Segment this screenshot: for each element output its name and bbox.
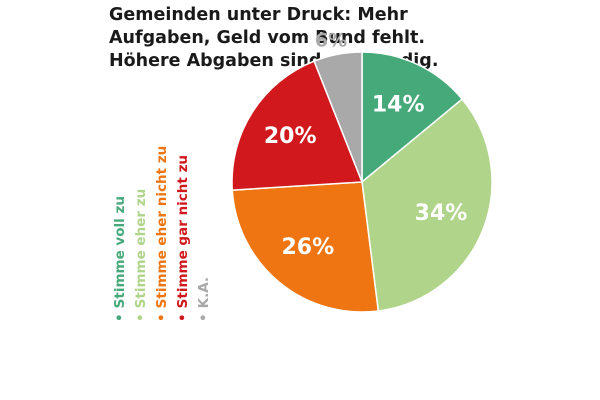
- legend-bullet-icon: •: [196, 313, 212, 322]
- legend-item-3: • Stimme gar nicht zu: [175, 155, 191, 322]
- pie-slice-3: [231, 60, 364, 191]
- legend-bullet-icon: •: [154, 313, 170, 322]
- legend-label: Stimme eher nicht zu: [154, 145, 170, 309]
- pie-value-label-1: 34%: [415, 201, 468, 226]
- legend-bullet-icon: •: [133, 313, 149, 322]
- legend-label: Stimme gar nicht zu: [175, 154, 191, 309]
- legend-bullet-icon: •: [112, 313, 128, 322]
- legend-label: K.A.: [196, 276, 212, 309]
- legend-item-1: • Stimme eher zu: [133, 189, 149, 322]
- pie-slice-1: [361, 98, 493, 312]
- pie-slice-0: [361, 51, 464, 184]
- legend-bullet-icon: •: [175, 313, 191, 322]
- pie-value-label-2: 26%: [281, 235, 334, 260]
- legend-item-0: • Stimme voll zu: [112, 196, 128, 322]
- pie-value-label-0: 14%: [372, 93, 425, 118]
- pie-value-label-3: 20%: [264, 124, 317, 149]
- legend-item-2: • Stimme eher nicht zu: [154, 146, 170, 322]
- pie-value-label-4: 6%: [315, 30, 347, 52]
- legend-label: Stimme eher zu: [133, 188, 149, 309]
- legend-label: Stimme voll zu: [112, 196, 128, 309]
- pie-slice-2: [231, 181, 380, 313]
- pie-slice-4: [313, 51, 363, 183]
- legend-item-4: • K.A.: [196, 277, 212, 322]
